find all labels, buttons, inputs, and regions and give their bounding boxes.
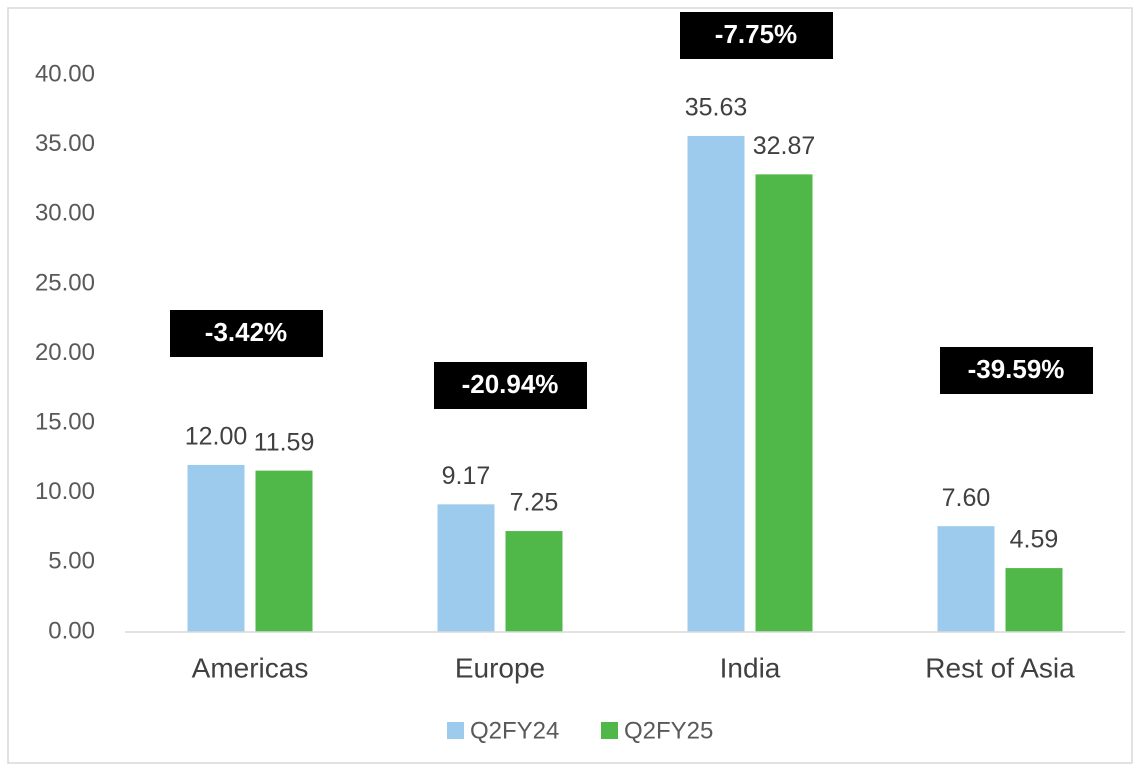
- y-tick-label: 10.00: [35, 478, 95, 505]
- data-label: 7.60: [942, 484, 991, 512]
- x-tick-label: Americas: [192, 652, 309, 683]
- data-label: 4.59: [1010, 526, 1059, 554]
- annotation-box: [170, 310, 323, 357]
- y-tick-label: 0.00: [48, 617, 95, 644]
- annotation: -39.59%: [968, 354, 1065, 384]
- bar: [187, 464, 245, 632]
- bar: [437, 504, 495, 632]
- data-label: 35.63: [685, 94, 748, 122]
- bar: [1005, 568, 1063, 632]
- legend-swatch: [447, 722, 464, 739]
- chart-frame: [7, 7, 1133, 764]
- annotation: -20.94%: [462, 369, 559, 399]
- annotation: -7.75%: [715, 19, 797, 49]
- annotation-box: [680, 12, 833, 59]
- legend-swatch: [601, 722, 618, 739]
- y-tick-label: 40.00: [35, 60, 95, 87]
- bar: [687, 135, 745, 632]
- legend-label: Q2FY25: [624, 717, 713, 744]
- annotation: -3.42%: [205, 317, 287, 347]
- bar: [255, 470, 313, 632]
- y-tick-label: 30.00: [35, 200, 95, 227]
- bar: [505, 531, 563, 632]
- annotation-box: [434, 362, 587, 409]
- x-tick-label: India: [720, 652, 781, 683]
- y-tick-label: 25.00: [35, 269, 95, 296]
- y-tick-label: 15.00: [35, 409, 95, 436]
- bar: [937, 526, 995, 632]
- bar: [755, 174, 813, 632]
- data-label: 12.00: [185, 423, 248, 451]
- data-label: 11.59: [254, 428, 315, 456]
- data-label: 9.17: [442, 462, 491, 490]
- x-tick-label: Europe: [455, 652, 545, 683]
- data-label: 7.25: [510, 489, 559, 517]
- data-label: 32.87: [753, 132, 816, 160]
- y-tick-label: 20.00: [35, 339, 95, 366]
- annotation-box: [940, 347, 1093, 394]
- legend-label: Q2FY24: [470, 717, 559, 744]
- y-tick-label: 5.00: [48, 548, 95, 575]
- y-tick-label: 35.00: [35, 130, 95, 157]
- x-tick-label: Rest of Asia: [925, 652, 1075, 683]
